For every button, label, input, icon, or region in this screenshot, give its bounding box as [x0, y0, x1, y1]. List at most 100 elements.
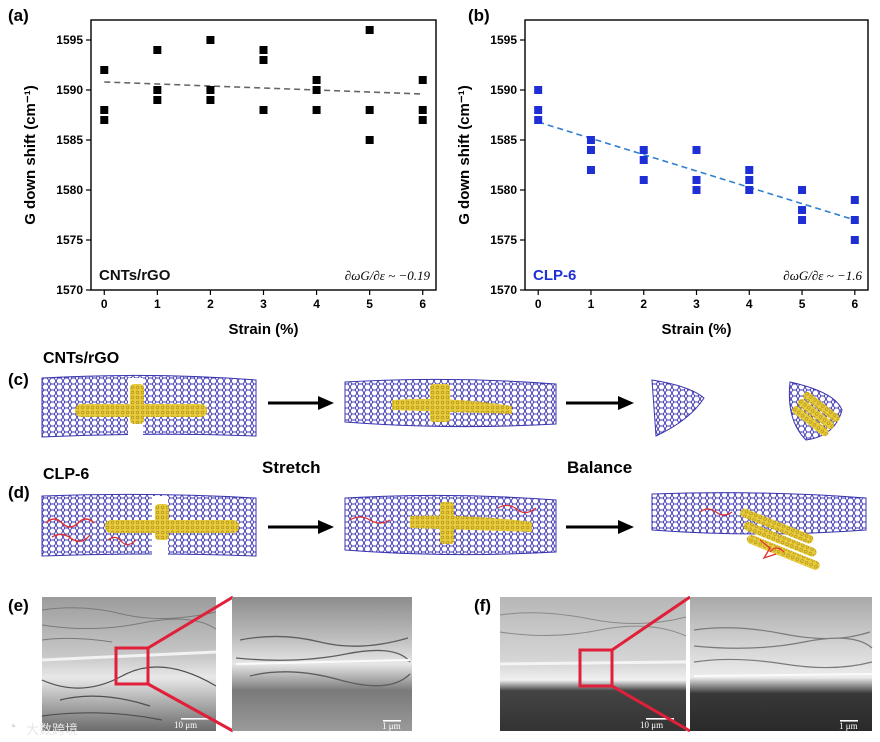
x-tick-label-b: 4 [746, 297, 753, 311]
arrow-d1 [268, 520, 334, 534]
data-point-a [153, 46, 162, 54]
sem-f-zoom-lines [611, 595, 691, 733]
slope-annotation-a: ∂ωG/∂ε ~ −0.19 [345, 268, 431, 283]
arrow-c2 [566, 396, 634, 410]
data-point-b [639, 156, 648, 164]
panel-label-e: (e) [8, 596, 29, 615]
panel-label-f: (f) [474, 596, 491, 615]
y-tick-label-a: 1590 [56, 83, 83, 97]
y-tick-label-b: 1595 [490, 33, 517, 47]
y-axis-label-a: G down shift (cm⁻¹) [22, 85, 39, 225]
y-tick-label-a: 1575 [56, 233, 83, 247]
x-tick-label-a: 5 [366, 297, 373, 311]
data-point-b [745, 166, 754, 174]
x-tick-label-b: 5 [799, 297, 806, 311]
data-point-b [534, 116, 543, 124]
x-tick-label-b: 1 [588, 297, 595, 311]
data-point-a [259, 56, 268, 64]
data-point-b [692, 186, 701, 194]
schematic-c-initial [41, 374, 257, 438]
x-tick-label-b: 0 [535, 297, 542, 311]
chart-a: 0 1 2 3 4 5 6 1570 1575 1580 1585 1590 1595 Strain (%… [22, 19, 437, 338]
data-point-a [259, 46, 268, 54]
schematic-d-stretched [344, 494, 557, 556]
data-point-a [206, 96, 215, 104]
slope-annotation-b: ∂ωG/∂ε ~ −1.6 [783, 268, 862, 283]
y-tick-label-b: 1570 [490, 283, 517, 297]
x-tick-label-a: 0 [101, 297, 108, 311]
data-point-b [850, 216, 859, 224]
data-point-a [365, 136, 374, 144]
x-tick-label-a: 4 [313, 297, 320, 311]
panel-label-c: (c) [8, 370, 29, 389]
data-point-b [534, 86, 543, 94]
y-tick-label-b: 1590 [490, 83, 517, 97]
x-tick-label-a: 6 [419, 297, 426, 311]
data-point-a [312, 106, 321, 114]
data-point-b [586, 146, 595, 154]
data-point-b [639, 146, 648, 154]
sem-e-zoom-lines [147, 595, 234, 733]
data-point-a [418, 106, 427, 114]
scale-e-right: 1 μm [382, 721, 401, 731]
y-axis-label-b: G down shift (cm⁻¹) [456, 85, 473, 225]
sample-label-a: CNTs/rGO [99, 267, 171, 284]
data-point-b [745, 186, 754, 194]
y-tick-label-a: 1595 [56, 33, 83, 47]
y-tick-label-b: 1575 [490, 233, 517, 247]
x-axis-label-b: Strain (%) [661, 321, 731, 338]
x-tick-label-a: 1 [154, 297, 161, 311]
balance-label: Balance [567, 458, 633, 477]
data-point-b [586, 166, 595, 174]
watermark-logo-icon: ◔ [8, 718, 17, 734]
data-point-b [586, 136, 595, 144]
x-tick-label-b: 6 [851, 297, 858, 311]
data-point-a [153, 96, 162, 104]
schematic-c-sample-label: CNTs/rGO [43, 350, 120, 367]
data-point-b [639, 176, 648, 184]
data-point-a [100, 106, 109, 114]
data-point-b [534, 106, 543, 114]
schematic-c-stretched [344, 378, 557, 428]
stretch-label: Stretch [262, 458, 321, 477]
schematic-d-balanced [651, 492, 867, 570]
data-point-a [206, 86, 215, 94]
schematic-d-initial [41, 493, 257, 558]
data-point-b [798, 186, 807, 194]
scale-f-left: 10 μm [640, 720, 664, 730]
trend-line-a [104, 81, 423, 95]
arrow-d2 [566, 520, 634, 534]
sem-e-overview [41, 597, 217, 731]
data-point-b [850, 196, 859, 204]
x-axis-label-a: Strain (%) [228, 321, 298, 338]
data-point-a [312, 86, 321, 94]
arrow-c1 [268, 396, 334, 410]
data-point-a [312, 76, 321, 84]
plot-frame-b [524, 19, 869, 291]
x-tick-label-b: 3 [693, 297, 700, 311]
data-point-a [100, 66, 109, 74]
y-tick-label-a: 1570 [56, 283, 83, 297]
data-point-a [206, 36, 215, 44]
data-point-b [745, 176, 754, 184]
data-point-b [850, 236, 859, 244]
data-point-b [692, 176, 701, 184]
chart-b: 0 1 2 3 4 5 6 1570 1575 1580 1585 1590 1595 Strain (%… [456, 19, 869, 338]
panel-label-d: (d) [8, 483, 30, 502]
y-tick-label-a: 1585 [56, 133, 83, 147]
data-point-a [418, 116, 427, 124]
watermark: 大数跨境 [26, 722, 79, 737]
data-point-b [692, 146, 701, 154]
data-point-b [798, 206, 807, 214]
data-point-a [153, 86, 162, 94]
trend-line-b [537, 121, 856, 221]
schematic-d-sample-label: CLP-6 [43, 466, 90, 483]
x-tick-label-b: 2 [640, 297, 647, 311]
schematic-c-balanced [651, 379, 843, 441]
y-tick-label-b: 1580 [490, 183, 517, 197]
data-point-a [100, 116, 109, 124]
sem-e-zoom [232, 597, 412, 731]
data-point-a [365, 26, 374, 34]
y-tick-label-a: 1580 [56, 183, 83, 197]
